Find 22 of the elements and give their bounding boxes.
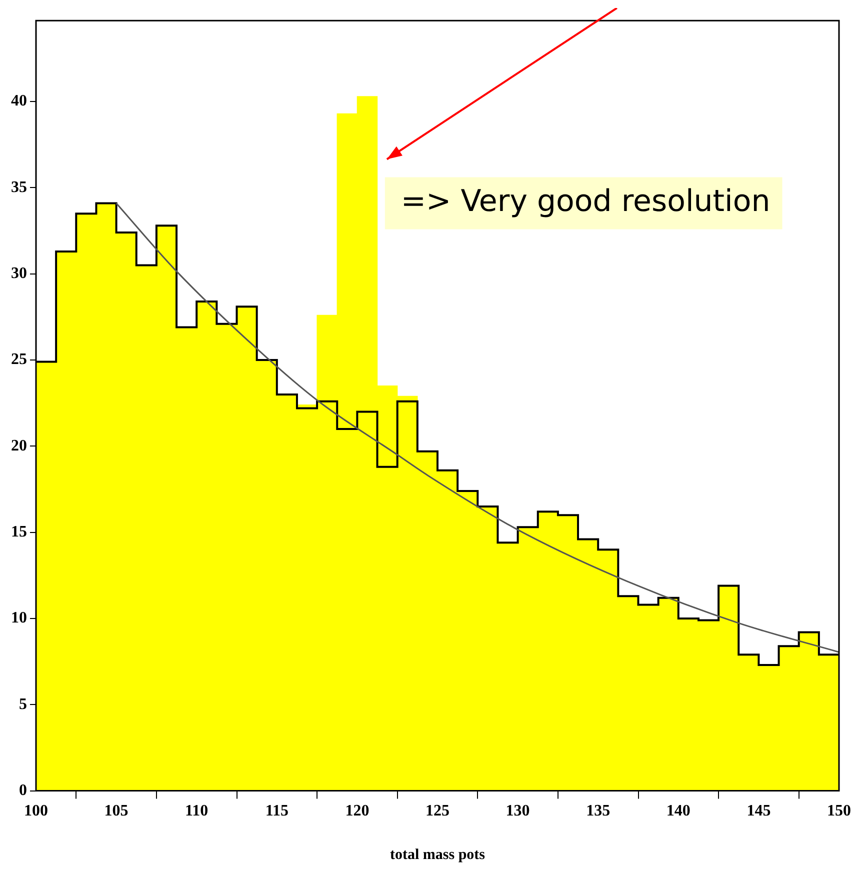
x-tick-label: 105 (104, 802, 128, 820)
x-tick-label: 100 (24, 802, 48, 820)
x-tick-label: 135 (586, 802, 610, 820)
x-tick-label: 110 (185, 802, 208, 820)
annotation: => Very good resolution (400, 184, 770, 220)
y-tick-label: 30 (11, 265, 27, 282)
x-tick-label: 120 (345, 802, 370, 820)
y-tick-label: 15 (11, 523, 27, 540)
y-tick-label: 20 (11, 437, 27, 454)
x-tick-label: 150 (827, 802, 851, 820)
x-tick-label: 130 (506, 802, 530, 820)
y-tick-label: 10 (11, 610, 27, 627)
y-tick-label: 25 (11, 351, 27, 368)
x-axis-title: total mass pots (390, 846, 486, 863)
x-tick-label: 115 (265, 802, 288, 820)
y-tick-label: 40 (11, 92, 27, 110)
x-tick-label: 125 (426, 802, 450, 820)
y-tick-label: 0 (19, 782, 27, 799)
x-tick-label: 140 (666, 802, 690, 820)
y-tick-label: 5 (19, 696, 27, 713)
y-tick-label: 35 (11, 178, 27, 196)
x-tick-label: 145 (746, 802, 771, 820)
